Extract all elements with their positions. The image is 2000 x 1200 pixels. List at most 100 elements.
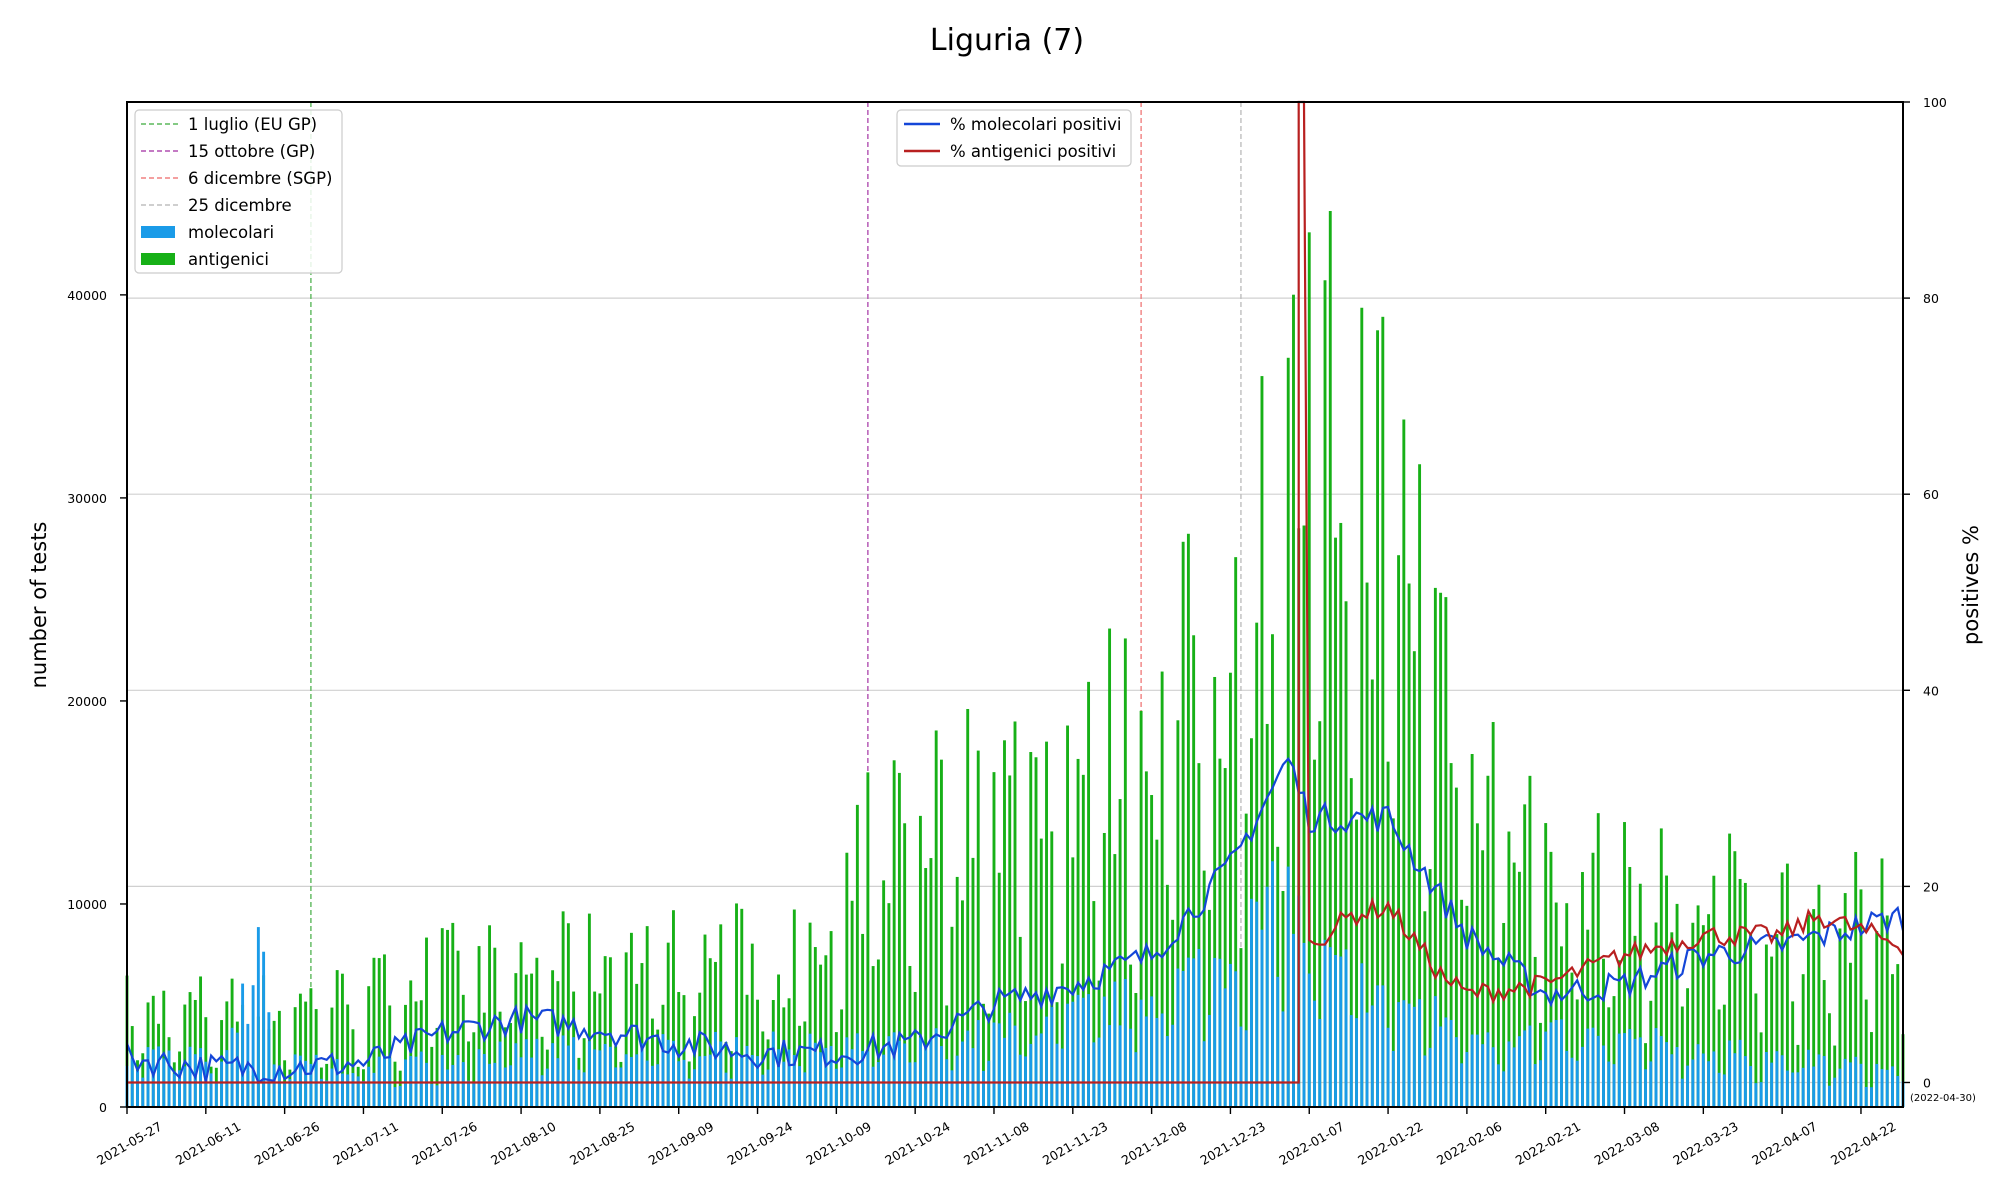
bar-molecolari: [1181, 970, 1185, 1107]
bar-antigenici: [1423, 911, 1427, 1107]
bar-molecolari: [845, 1037, 849, 1107]
bar-antigenici: [1092, 901, 1096, 1107]
bar-antigenici: [1292, 294, 1295, 1107]
bar-antigenici: [1891, 974, 1894, 1107]
bar-antigenici: [451, 922, 455, 1107]
bar-molecolari: [1176, 968, 1180, 1107]
bar-molecolari: [1796, 1072, 1800, 1107]
bar-molecolari: [1102, 996, 1106, 1107]
bar-antigenici: [1024, 1001, 1027, 1107]
bar-molecolari: [467, 1080, 470, 1107]
bar-antigenici: [1165, 884, 1169, 1107]
bar-antigenici: [1328, 211, 1332, 1107]
bar-antigenici: [1223, 768, 1227, 1107]
bar-antigenici: [488, 925, 492, 1107]
bar-molecolari: [1376, 985, 1380, 1107]
bar-antigenici: [829, 931, 833, 1107]
bar-molecolari: [1465, 1052, 1469, 1107]
bar-molecolari: [1276, 976, 1280, 1107]
bar-antigenici: [1039, 838, 1043, 1107]
bar-antigenici: [456, 950, 460, 1107]
bar-antigenici: [1491, 722, 1495, 1107]
bar-molecolari: [1207, 1014, 1211, 1107]
bar-molecolari: [309, 1063, 313, 1107]
bar-molecolari: [1081, 997, 1085, 1107]
bar-antigenici: [367, 986, 371, 1107]
bar-molecolari: [672, 1040, 675, 1107]
bar-antigenici: [1670, 932, 1674, 1107]
bar-molecolari: [903, 1043, 907, 1107]
bar-antigenici: [1754, 993, 1758, 1107]
bar-molecolari: [1764, 1052, 1768, 1107]
x-tick-label: 2021-09-24: [725, 1119, 795, 1168]
bar-molecolari: [498, 1041, 502, 1107]
bar-molecolari: [277, 1065, 281, 1107]
bar-antigenici: [845, 852, 849, 1107]
bar-antigenici: [887, 903, 891, 1107]
bar-molecolari: [813, 1042, 817, 1107]
bar-molecolari: [1360, 963, 1364, 1107]
bar-antigenici: [1307, 232, 1311, 1108]
bar-molecolari: [1759, 1082, 1763, 1107]
bar-antigenici: [430, 1046, 434, 1107]
bar-antigenici: [1234, 557, 1238, 1107]
bar-molecolari: [666, 1039, 670, 1107]
bar-antigenici: [1376, 330, 1380, 1107]
bar-molecolari: [976, 1020, 980, 1107]
x-tick-label: 2021-12-08: [1119, 1119, 1189, 1168]
y-axis-left: 0 10000 20000 30000 40000: [67, 288, 127, 1115]
bar-molecolari: [172, 1073, 176, 1107]
x-axis: 2021-05-27 2021-06-11 2021-06-26 2021-07-11…: [94, 1107, 1898, 1168]
x-tick-label: 2021-07-11: [331, 1119, 401, 1168]
y-tick-label: 30000: [67, 491, 107, 506]
bar-antigenici: [961, 900, 964, 1107]
bar-antigenici: [1192, 635, 1196, 1107]
bar-antigenici: [409, 980, 413, 1107]
bar-molecolari: [1717, 1072, 1721, 1107]
bar-molecolari: [1896, 1076, 1900, 1107]
bar-molecolari: [204, 1061, 208, 1107]
bar-molecolari: [482, 1053, 486, 1107]
bar-molecolari: [1171, 1024, 1175, 1107]
bar-molecolari: [745, 1046, 749, 1107]
bar-molecolari: [1365, 1012, 1369, 1107]
bar-molecolari: [1806, 1049, 1810, 1107]
bar-antigenici: [1344, 601, 1348, 1107]
bar-molecolari: [1560, 1019, 1563, 1107]
bar-molecolari: [477, 1049, 481, 1107]
bar-molecolari: [882, 1054, 886, 1107]
bar-molecolari: [1712, 1051, 1716, 1107]
bar-molecolari: [1780, 1055, 1784, 1107]
bar-antigenici: [955, 876, 959, 1107]
bar-molecolari: [566, 1045, 570, 1107]
bar-molecolari: [493, 1062, 497, 1107]
legend-swatch: [141, 226, 175, 238]
bar-molecolari: [146, 1047, 150, 1107]
bar-antigenici: [493, 947, 497, 1107]
bar-molecolari: [267, 1012, 271, 1107]
y-axis-label: number of tests: [27, 522, 51, 689]
bar-molecolari: [488, 1063, 492, 1107]
bar-molecolari: [1843, 1058, 1847, 1107]
bar-molecolari: [1875, 1063, 1879, 1107]
bar-antigenici: [519, 942, 523, 1107]
bar-antigenici: [1512, 862, 1516, 1107]
bar-antigenici: [1412, 651, 1416, 1107]
bar-molecolari: [1108, 1025, 1112, 1107]
bar-molecolari: [1165, 1036, 1169, 1107]
bar-antigenici: [1255, 622, 1259, 1107]
bar-molecolari: [1859, 1063, 1863, 1107]
x-tick-label: 2022-02-06: [1434, 1119, 1504, 1168]
bar-antigenici: [1181, 541, 1185, 1107]
y-tick-label: 40000: [67, 288, 107, 303]
bar-molecolari: [351, 1073, 355, 1107]
y-axis-right: 0 20 40 60 80 100: [1903, 95, 1947, 1090]
bar-antigenici: [1155, 839, 1159, 1107]
bar-antigenici: [813, 947, 817, 1107]
bar-molecolari: [855, 1033, 859, 1107]
bar-molecolari: [1775, 1051, 1779, 1107]
legend-label: 1 luglio (EU GP): [188, 115, 317, 134]
bar-molecolari: [461, 1062, 465, 1107]
bar-antigenici: [645, 926, 649, 1107]
bar-antigenici: [603, 956, 607, 1107]
